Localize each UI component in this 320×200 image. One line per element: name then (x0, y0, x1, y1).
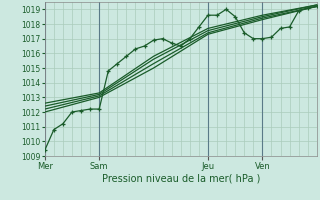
X-axis label: Pression niveau de la mer( hPa ): Pression niveau de la mer( hPa ) (102, 173, 260, 183)
